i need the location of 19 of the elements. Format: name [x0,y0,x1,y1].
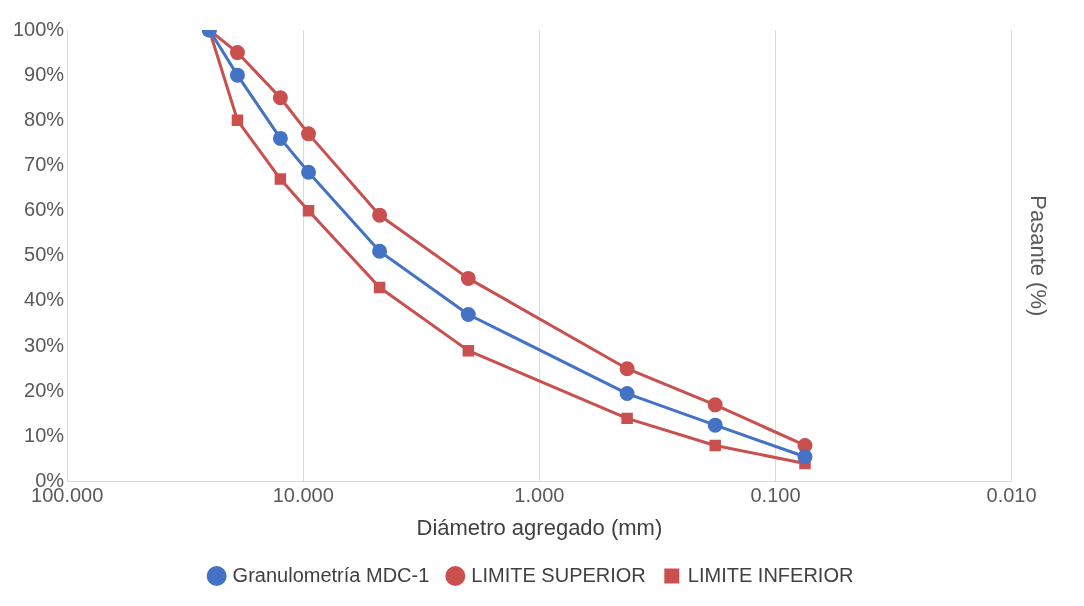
y-tick-label: 80% [24,107,65,130]
legend-label: LIMITE INFERIOR [687,563,854,586]
y-tick-label: 100% [13,17,65,40]
x-tick-label: 10.000 [272,484,334,507]
y-tick-label: 10% [24,423,65,446]
y-tick-label: 90% [24,62,65,85]
x-tick-label: 0.010 [986,484,1037,507]
y-tick-label: 40% [24,288,65,311]
x-tick-label: 1.000 [514,484,565,507]
x-tick-label: 0.100 [750,484,801,507]
x-axis-title: Diámetro agregado (mm) [416,514,663,540]
y-axis-title: Pasante (%) [1025,195,1051,317]
y-tick-label: 50% [24,243,65,266]
y-tick-label: 70% [24,153,65,175]
y-tick-label: 30% [24,333,65,356]
legend-label: LIMITE SUPERIOR [471,563,646,586]
y-tick-label: 60% [24,198,65,221]
legend-label: Granulometría MDC-1 [232,563,430,586]
y-tick-label: 20% [24,378,65,401]
